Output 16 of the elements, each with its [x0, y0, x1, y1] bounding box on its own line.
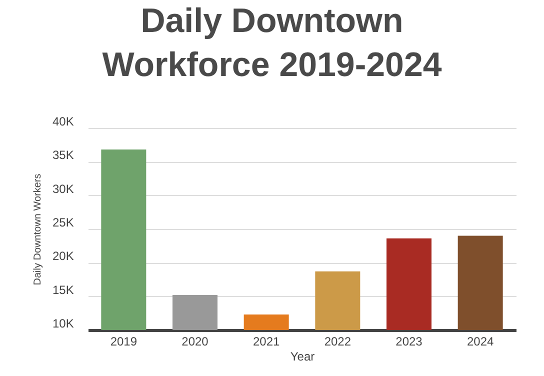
y-tick-label: 15K: [52, 282, 74, 297]
x-tick-label: 2019: [110, 334, 138, 348]
x-axis-title: Year: [290, 350, 315, 364]
y-tick-label: 20K: [52, 249, 74, 264]
y-tick-label: 10K: [52, 316, 74, 330]
x-tick-label: 2020: [182, 334, 209, 348]
x-tick-label: 2021: [252, 334, 280, 348]
y-tick-label: 35K: [52, 148, 74, 162]
y-tick-label: 30K: [52, 182, 74, 196]
y-tick-label: 25K: [52, 216, 74, 230]
x-tick-label: 2023: [396, 334, 423, 348]
chart-title: Daily Downtown Workforce 2019-2024: [102, 2, 442, 84]
x-tick-label: 2022: [324, 334, 352, 348]
y-axis-title: Daily Downtown Workers: [32, 174, 44, 286]
y-tick-label: 40K: [52, 114, 74, 128]
x-tick-label: 2024: [466, 334, 494, 348]
